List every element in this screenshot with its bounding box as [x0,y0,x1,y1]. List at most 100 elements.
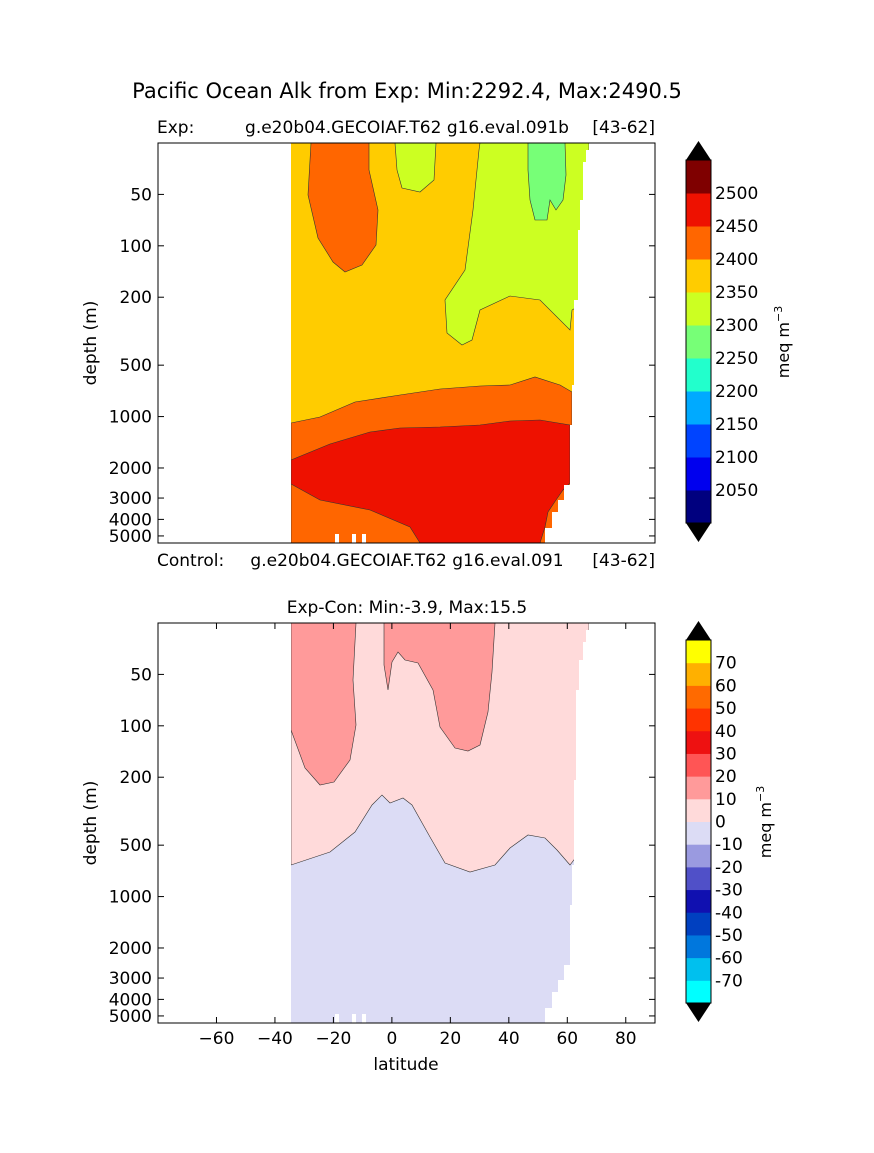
diff-xtick-label: 60 [556,1029,578,1049]
exp-colorbar-label: meq m−3 [772,306,793,378]
diff-colorbar-tick-label: -60 [715,949,743,969]
diff-contour-field [158,622,655,1023]
exp-axes-frame [157,142,656,544]
exp-colorbar-tick-label: 2100 [715,448,758,468]
exp-ytick-label: 5000 [109,527,152,547]
control-label: Control: [157,551,224,571]
exp-colorbar-swatch [686,358,711,392]
diff-colorbar-label: meq m−3 [754,786,775,858]
exp-colorbar-tick-label: 2300 [715,316,758,336]
diff-fill-0-10 [290,622,590,873]
diff-colorbar-tick-label: 10 [715,790,737,810]
exp-colorbar-swatches [686,141,711,542]
diff-colorbar-label-exponent: −3 [754,786,767,802]
diff-colorbar-swatch [686,753,711,777]
exp-colorbar-label-exponent: −3 [772,306,785,322]
diff-colorbar-swatch [686,889,711,913]
diff-mask-land-left [158,623,291,1023]
diff-mask-land-right [545,623,655,1023]
exp-contour-field [158,142,655,544]
exp-colorbar-swatch [686,226,711,260]
exp-fill-2450-2500 [290,419,571,544]
diff-colorbar-tick-label: 70 [715,654,737,674]
diff-ytick-label: 5000 [109,1007,152,1027]
diff-colorbar-tick-label: -30 [715,881,743,901]
exp-ytick-label: 100 [120,237,152,257]
diff-xtick-label: 20 [440,1029,462,1049]
exp-colorbar-tick-label: 2050 [715,481,758,501]
panel-exp: Exp: g.e20b04.GECOIAF.T62 g16.eval.091b … [81,118,793,547]
diff-ytick-label: 500 [120,836,152,856]
diff-axes-frame [157,622,656,1024]
exp-title-center: g.e20b04.GECOIAF.T62 g16.eval.091b [245,118,569,138]
diff-colorbar-tick-label: 20 [715,767,737,787]
diff-colorbar-swatch [686,934,711,959]
exp-colorbar-swatch [686,325,711,359]
exp-colorbar-swatch [686,424,711,458]
diff-colorbar-swatch [686,844,711,868]
exp-colorbar-extend-over [686,141,711,160]
exp-ytick-label: 3000 [109,489,152,509]
diff-colorbar-swatch [686,640,711,664]
diff-colorbar-label-main: meq m [756,802,775,858]
diff-seafloor-gap [362,1014,366,1023]
exp-seafloor-gap [362,534,366,543]
diff-colorbar-tick-label: 0 [715,813,726,833]
diff-ylabel: depth (m) [81,781,101,866]
diff-ytick-label: 2000 [109,939,152,959]
exp-colorbar-tick-label: 2450 [715,217,758,237]
exp-colorbar-tick-label: 2400 [715,250,758,270]
diff-xlabel: latitude [373,1055,438,1075]
diff-ytick-label: 3000 [109,969,152,989]
exp-colorbar-swatch [686,259,711,293]
exp-ytick-label: 500 [120,356,152,376]
diff-colorbar-swatch [686,821,711,845]
diff-xtick-label: −40 [257,1029,293,1049]
exp-colorbar-swatch [686,457,711,491]
diff-colorbar-tick-label: -40 [715,903,743,923]
control-run-name: g.e20b04.GECOIAF.T62 g16.eval.091 [250,551,563,571]
diff-colorbar-tick-label: 30 [715,744,737,764]
diff-colorbar-swatch [686,957,711,981]
diff-colorbar-swatch [686,866,711,891]
exp-colorbar-tick-label: 2200 [715,382,758,402]
diff-colorbar-extend-under [686,1003,711,1022]
diff-ytick-label: 100 [120,717,152,737]
diff-ytick-label: 200 [120,768,152,788]
diff-colorbar-swatch [686,685,711,709]
exp-colorbar-frame [685,159,712,524]
exp-colorbar-tick-label: 2350 [715,283,758,303]
figure-suptitle: Pacific Ocean Alk from Exp: Min:2292.4, … [132,79,682,103]
exp-colorbar-swatch [686,490,711,524]
diff-colorbar-frame [685,639,712,1004]
exp-colorbar-label-main: meq m [774,322,793,378]
diff-xtick-label: 40 [498,1029,520,1049]
diff-colorbar-extend-over [686,621,711,640]
diff-x-axis: −60 −40 −20 0 20 40 60 80 [199,623,637,1049]
exp-ytick-label: 50 [130,185,152,205]
diff-colorbar-tick-label: 40 [715,722,737,742]
exp-colorbar-ticks: 2050 2100 2150 2200 2250 2300 2350 2400 2450 2500 [715,184,758,501]
diff-seafloor-gap [335,1014,339,1023]
exp-colorbar-tick-label: 2150 [715,415,758,435]
diff-ytick-label: 1000 [109,888,152,908]
exp-mask-land-right [545,143,655,543]
exp-colorbar-tick-label: 2250 [715,349,758,369]
diff-colorbar-tick-label: -50 [715,926,743,946]
exp-colorbar: 2050 2100 2150 2200 2250 2300 2350 2400 2450 2500… [685,141,793,542]
exp-ytick-label: 2000 [109,459,152,479]
exp-ytick-label: 200 [120,288,152,308]
diff-fill-10-20-right [383,622,496,752]
exp-title-left: Exp: [157,118,194,138]
exp-title-right: [43-62] [592,118,655,138]
diff-title: Exp-Con: Min:-3.9, Max:15.5 [287,598,528,618]
exp-ylabel: depth (m) [81,301,101,386]
diff-xtick-label: −20 [315,1029,351,1049]
diff-ytick-label: 50 [130,665,152,685]
diff-colorbar-swatch [686,912,711,936]
diff-colorbar-tick-label: -20 [715,858,743,878]
